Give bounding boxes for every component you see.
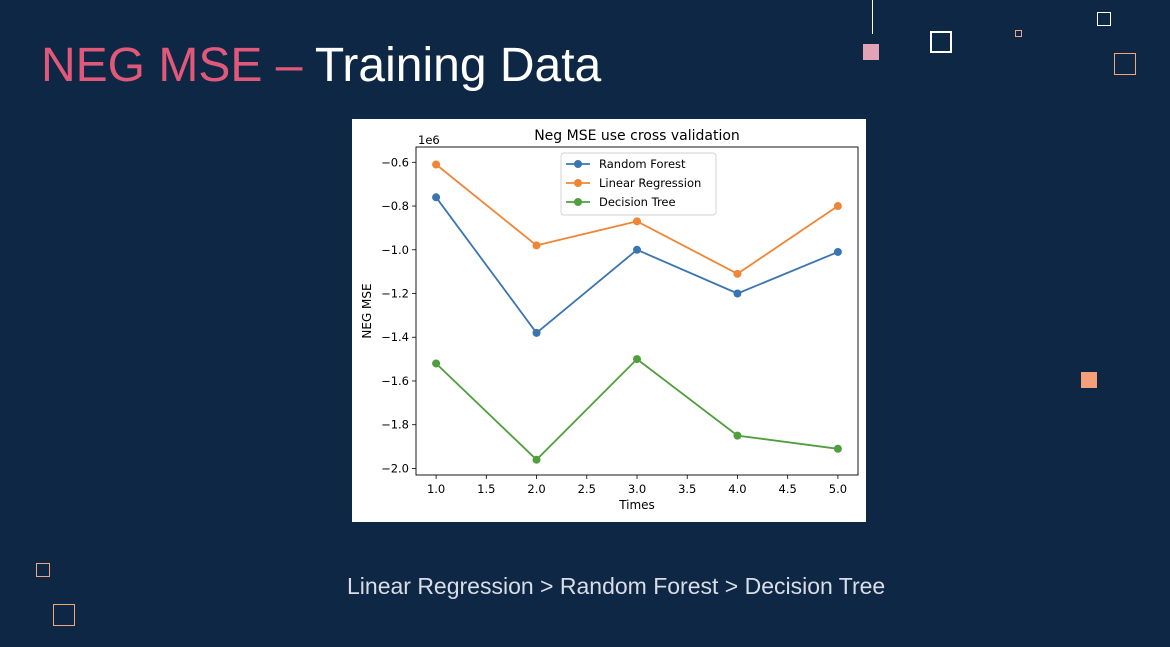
decor-square-outline [36, 563, 50, 577]
x-tick-label: 4.0 [728, 482, 746, 496]
legend-label-decision-tree: Decision Tree [599, 195, 676, 209]
slide-title: NEG MSE – Training Data [41, 36, 601, 96]
data-point-decision-tree [532, 455, 541, 464]
data-point-linear-regression [733, 269, 742, 278]
data-point-random-forest [733, 289, 742, 298]
data-point-linear-regression [633, 217, 641, 226]
data-point-decision-tree [432, 359, 441, 368]
decor-square-pink [863, 44, 879, 60]
x-tick-label: 2.5 [578, 482, 596, 496]
data-point-decision-tree [633, 355, 641, 364]
decor-square-peach [1081, 372, 1097, 388]
y-tick-label: −1.6 [381, 374, 409, 388]
legend-label-random-forest: Random Forest [599, 157, 686, 171]
data-point-random-forest [833, 247, 842, 256]
y-tick-label: −1.2 [381, 287, 409, 301]
x-tick-label: 5.0 [829, 482, 847, 496]
decor-square-outline [930, 31, 952, 53]
title-accent: NEG MSE – [41, 39, 303, 92]
series-line-decision-tree [435, 357, 839, 461]
chart-image: Neg MSE use cross validation 1e6 −0.6 −0.8 −… [352, 119, 866, 522]
legend-marker-linear-regression [574, 179, 582, 187]
data-point-linear-regression [532, 241, 541, 250]
y-tick-label: −0.6 [381, 155, 409, 169]
y-tick-label: −1.8 [381, 418, 409, 432]
legend-box [560, 152, 717, 216]
decor-square-outline [53, 604, 75, 626]
legend-label-linear-regression: Linear Regression [599, 176, 701, 190]
line-chart: Neg MSE use cross validation 1e6 −0.6 −0.8 −… [360, 128, 859, 512]
y-tick-label: −0.8 [381, 199, 409, 213]
decor-square-small [1015, 30, 1022, 37]
title-main: Training Data [302, 39, 602, 92]
y-offset-label: 1e6 [418, 133, 440, 147]
x-tick-label: 3.5 [678, 482, 696, 496]
conclusion-text: Linear Regression > Random Forest > Deci… [347, 573, 886, 599]
plot-frame [415, 146, 859, 476]
data-point-decision-tree [733, 431, 742, 440]
y-tick-label: −1.4 [381, 330, 409, 344]
y-tick-label: −1.0 [381, 243, 409, 257]
x-tick-label: 1.5 [477, 482, 495, 496]
y-tick-label: −2.0 [381, 461, 409, 475]
data-point-linear-regression [432, 160, 441, 169]
x-tick-label: 2.0 [527, 482, 545, 496]
x-axis-label: Times [618, 498, 655, 512]
data-point-linear-regression [833, 202, 842, 211]
data-point-random-forest [633, 245, 641, 254]
chart-title: Neg MSE use cross validation [534, 128, 740, 144]
decor-square-outline [1097, 12, 1111, 26]
x-tick-label: 1.0 [427, 482, 445, 496]
decor-vertical-line [872, 0, 873, 34]
x-tick-label: 3.0 [628, 482, 646, 496]
decor-square-outline [1114, 53, 1136, 75]
data-point-random-forest [532, 328, 541, 337]
legend-marker-random-forest [574, 160, 582, 168]
data-point-random-forest [432, 193, 441, 202]
data-point-decision-tree [833, 444, 842, 453]
x-tick-label: 4.5 [779, 482, 797, 496]
y-axis-label: NEG MSE [360, 283, 374, 338]
legend-marker-decision-tree [574, 198, 582, 206]
